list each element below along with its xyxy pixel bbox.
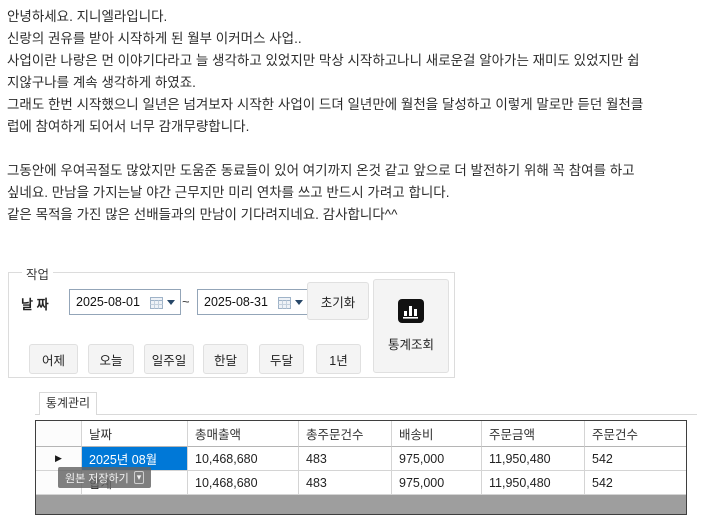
table-cell[interactable]: 975,000	[392, 471, 482, 495]
post-line: 그래도 한번 시작했으니 일년은 넘겨보자 시작한 사업이 드뎌 일년만에 월천…	[7, 97, 644, 112]
quick-button-one-month[interactable]: 한달	[203, 344, 248, 374]
post-line: 싶네요. 만남을 가지는날 야간 근무지만 미리 연차를 쓰고 반드시 가려고 …	[7, 185, 450, 200]
work-panel-title: 작업	[22, 264, 54, 283]
column-header-total-order-count[interactable]: 총주문건수	[299, 421, 392, 447]
table-cell[interactable]: 975,000	[392, 447, 482, 471]
quick-button-two-months[interactable]: 두달	[259, 344, 304, 374]
table-cell[interactable]: 11,950,480	[482, 471, 585, 495]
table-cell[interactable]: 10,468,680	[188, 447, 299, 471]
current-row-marker-icon: ▶	[55, 453, 62, 463]
table-cell[interactable]: 542	[585, 471, 686, 495]
date-label: 날 짜	[21, 297, 49, 312]
column-header-date[interactable]: 날짜	[82, 421, 188, 447]
chevron-down-icon[interactable]	[167, 299, 175, 305]
table-cell[interactable]: 483	[299, 471, 392, 495]
table-corner-cell[interactable]	[36, 421, 82, 447]
column-header-total-sales[interactable]: 총매출액	[188, 421, 299, 447]
date-from-picker[interactable]: 2025-08-01	[69, 289, 181, 315]
quick-button-yesterday[interactable]: 어제	[29, 344, 78, 374]
calendar-icon[interactable]	[150, 296, 164, 309]
reset-button[interactable]: 초기화	[307, 282, 369, 320]
date-from-value: 2025-08-01	[76, 295, 140, 309]
post-line: 같은 목적을 가진 많은 선배들과의 만남이 기다려지네요. 감사합니다^^	[7, 207, 398, 222]
bar-chart-icon	[398, 299, 424, 323]
post-line: 사업이란 나랑은 먼 이야기다라고 늘 생각하고 있었지만 막상 시작하고나니 …	[7, 53, 640, 68]
stats-query-button[interactable]: 통계조회	[373, 279, 449, 373]
post-line: 안녕하세요. 지니엘라입니다.	[7, 9, 168, 24]
column-header-shipping-fee[interactable]: 배송비	[392, 421, 482, 447]
save-original-button[interactable]: 원본 저장하기 ▾	[58, 467, 152, 488]
post-line: 그동안에 우여곡절도 많았지만 도움준 동료들이 있어 여기까지 온것 같고 앞…	[7, 163, 635, 178]
save-original-label: 원본 저장하기	[65, 472, 129, 485]
table-row-total: 합계 10,468,680 483 975,000 11,950,480 542	[36, 471, 686, 495]
post-line-blank	[7, 138, 709, 160]
post-line: 신랑의 권유를 받아 시작하게 된 월부 이커머스 사업..	[7, 31, 302, 46]
date-to-value: 2025-08-31	[204, 295, 268, 309]
column-header-order-count[interactable]: 주문건수	[585, 421, 686, 447]
stats-query-label: 통계조회	[387, 338, 434, 352]
work-panel: 작업 날 짜 2025-08-01 ~ 2025-08-31	[8, 264, 455, 378]
chevron-down-icon[interactable]	[295, 299, 303, 305]
post-text: 안녕하세요. 지니엘라입니다. 신랑의 권유를 받아 시작하게 된 월부 이커머…	[7, 6, 709, 226]
quick-button-one-year[interactable]: 1년	[316, 344, 361, 374]
tab-strip-divider	[35, 414, 697, 415]
calendar-icon[interactable]	[278, 296, 292, 309]
date-to-picker[interactable]: 2025-08-31	[197, 289, 309, 315]
quick-button-one-week[interactable]: 일주일	[144, 344, 194, 374]
tab-statistics-management[interactable]: 통계관리	[39, 392, 97, 415]
table-cell[interactable]: 10,468,680	[188, 471, 299, 495]
table-header-row: 날짜 총매출액 총주문건수 배송비 주문금액 주문건수	[36, 421, 686, 447]
post-line: 럽에 참여하게 되어서 너무 감개무량합니다.	[7, 119, 250, 134]
table-empty-area	[36, 495, 686, 514]
table-cell[interactable]: 542	[585, 447, 686, 471]
quick-button-today[interactable]: 오늘	[88, 344, 134, 374]
table-cell[interactable]: 483	[299, 447, 392, 471]
date-range-separator: ~	[182, 294, 190, 309]
post-line: 지않구나를 계속 생각하게 하였죠.	[7, 75, 196, 90]
table-cell[interactable]: 11,950,480	[482, 447, 585, 471]
chevron-down-icon: ▾	[133, 471, 145, 484]
column-header-order-amount[interactable]: 주문금액	[482, 421, 585, 447]
